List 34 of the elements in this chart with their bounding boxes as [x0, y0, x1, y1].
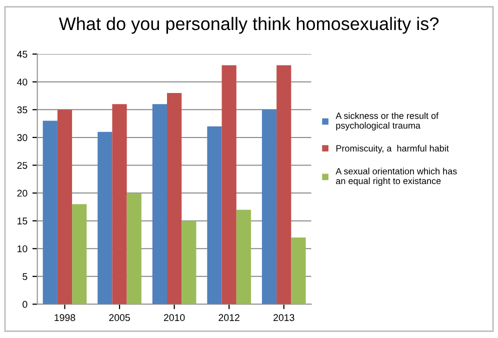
y-tick-label: 30: [17, 134, 28, 142]
y-tick-label: 20: [17, 190, 28, 197]
bar: [166, 92, 182, 304]
bar: [276, 65, 292, 304]
bar: [182, 220, 196, 304]
legend-label: A sickness or the result of psychological trauma: [336, 112, 439, 130]
y-tick-label: 15: [18, 218, 28, 224]
legend-label: Promiscuity, a harmful habit: [336, 144, 449, 154]
y-tick-label: 5: [22, 273, 28, 280]
y-tick-label: 45: [17, 50, 28, 58]
y-tick-label: 40: [17, 78, 28, 86]
x-tick-label: 2005: [109, 314, 130, 322]
bar: [126, 193, 142, 304]
y-tick-label: 35: [17, 106, 28, 114]
bar: [262, 110, 277, 304]
y-tick-label: 0: [22, 300, 28, 308]
bar: [207, 126, 222, 304]
bar: [152, 104, 167, 304]
x-tick-label: 2012: [218, 314, 240, 322]
bar: [57, 110, 72, 304]
x-tick-label: 2010: [164, 314, 185, 322]
y-tick-label: 25: [17, 162, 28, 169]
bar: [42, 120, 58, 304]
bar: [112, 104, 127, 304]
bar: [222, 65, 236, 304]
bar: [236, 210, 251, 304]
x-tick-label: 1998: [54, 314, 76, 322]
bar: [98, 132, 112, 304]
legend-label: A sexual orientation which has an equal right to existance: [336, 168, 457, 186]
bar: [291, 238, 306, 304]
y-tick-label: 10: [18, 245, 28, 252]
x-tick-label: 2013: [274, 314, 294, 322]
bar: [72, 204, 87, 304]
chart-title: What do you personally think homosexuality is?: [58, 16, 439, 34]
